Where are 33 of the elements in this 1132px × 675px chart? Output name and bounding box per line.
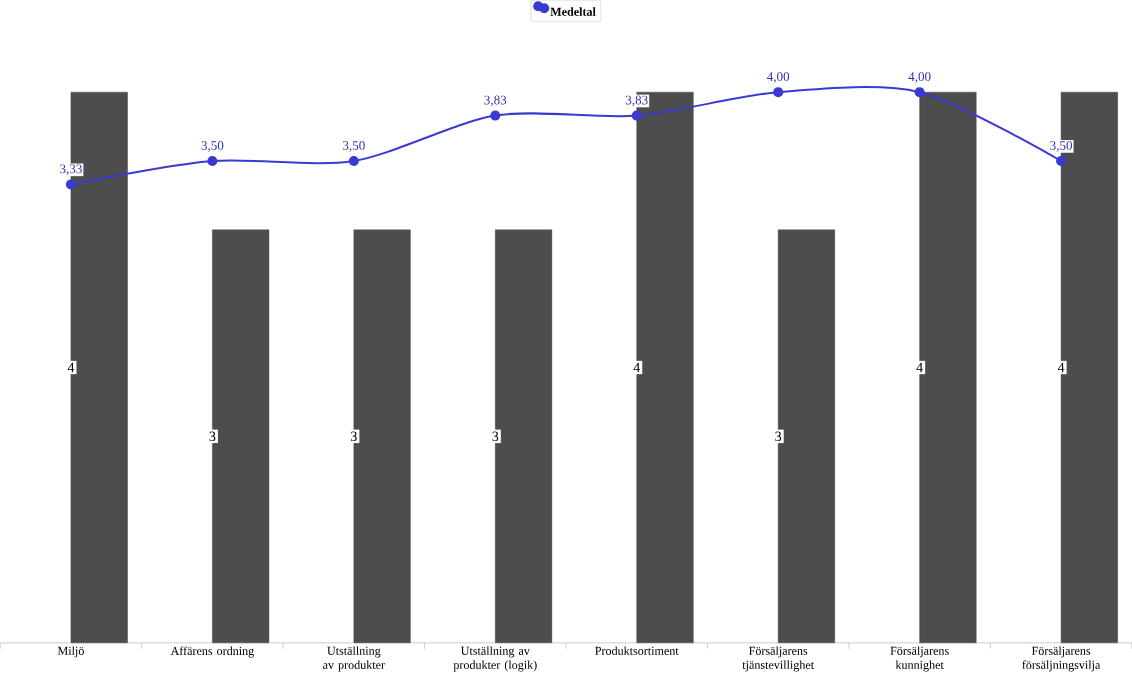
data-label: 3,50 xyxy=(1050,141,1073,152)
point xyxy=(773,87,784,98)
data-label: 4,00 xyxy=(908,72,931,83)
data-label: 3,83 xyxy=(625,95,648,107)
data-label: 3,50 xyxy=(343,141,365,152)
x-tick-label: Försäljarens försäljningsvilja xyxy=(1022,646,1101,672)
x-tick-label: Försäljarens tjänstevillighet xyxy=(742,646,815,672)
x-tick-label: Miljö xyxy=(57,646,84,658)
data-label: 3 xyxy=(775,431,782,442)
data-label: 4 xyxy=(67,362,75,373)
point xyxy=(914,87,925,98)
data-label: 4 xyxy=(1057,362,1065,373)
point xyxy=(348,156,359,167)
x-tick-label: Affärens ordning xyxy=(170,646,254,658)
data-label: 3 xyxy=(350,431,357,442)
data-label: 3,83 xyxy=(484,95,507,107)
point xyxy=(207,156,218,167)
x-tick-label: Utställning av produkter xyxy=(323,646,385,672)
x-tick-label: Produktsortiment xyxy=(595,646,679,655)
data-label: 3 xyxy=(492,431,499,442)
data-label: 3,33 xyxy=(60,164,82,176)
data-label: 4 xyxy=(916,362,923,373)
data-label: 3,50 xyxy=(201,141,224,152)
x-tick-label: Utställning av produkter (logik) xyxy=(453,646,537,672)
data-label: 4 xyxy=(633,362,641,373)
point xyxy=(490,110,501,121)
x-tick-label: Försäljarens kunnighet xyxy=(890,646,949,672)
point xyxy=(65,179,76,190)
point xyxy=(631,110,642,121)
data-label: 3 xyxy=(209,431,216,442)
data-label: 4,00 xyxy=(766,72,790,83)
legend-label: Medeltal xyxy=(550,7,596,16)
point xyxy=(1056,156,1067,167)
